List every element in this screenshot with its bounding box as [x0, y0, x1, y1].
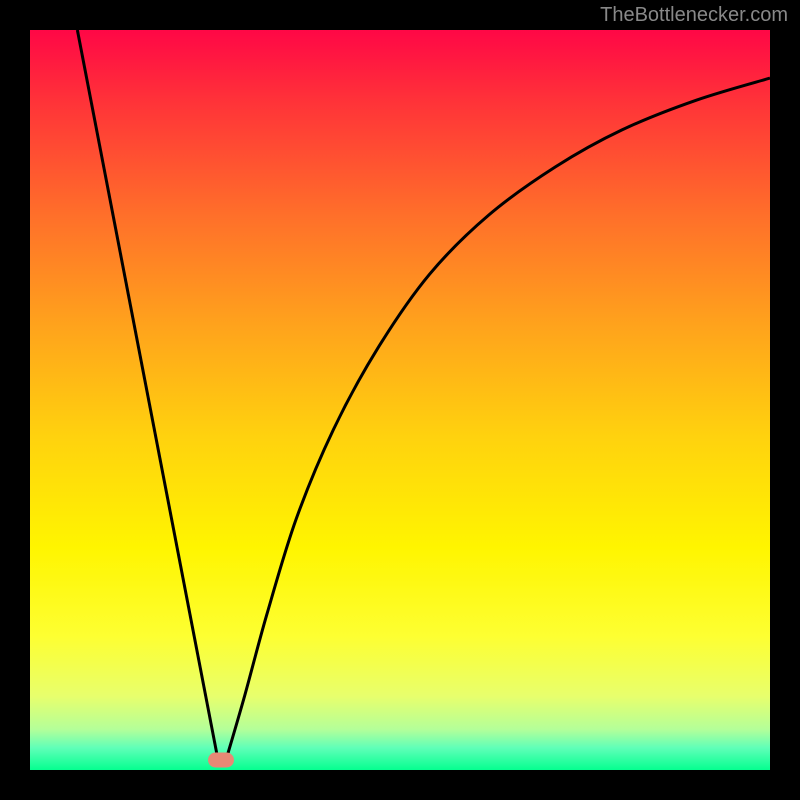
bottleneck-marker: [208, 753, 234, 768]
plot-area: [30, 30, 770, 770]
right-branch: [226, 78, 770, 760]
chart-container: TheBottlenecker.com: [0, 0, 800, 800]
left-branch: [77, 30, 218, 760]
watermark-text: TheBottlenecker.com: [600, 4, 788, 27]
curve-layer: [30, 30, 770, 770]
